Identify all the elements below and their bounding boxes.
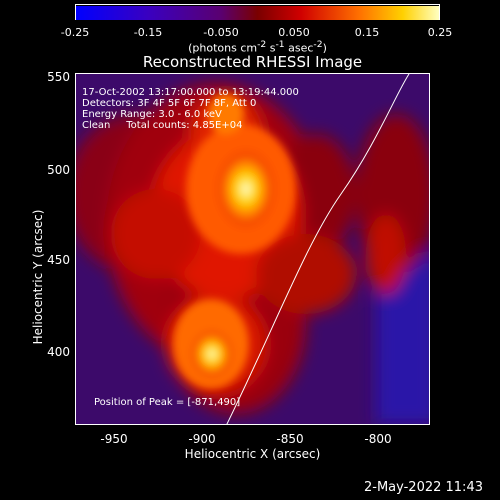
colorbar-gradient — [76, 6, 439, 20]
rhessi-image-plot — [75, 73, 430, 425]
plot-title: Reconstructed RHESSI Image — [142, 53, 363, 71]
colorbar-tick: 0.25 — [427, 26, 453, 39]
colorbar-unit-label: (photons cm-2 s-1 asec-2) — [188, 39, 327, 55]
colorbar-tick: 0.15 — [354, 26, 380, 39]
energy-range-text: Energy Range: 3.0 - 6.0 keV — [82, 109, 222, 120]
date-stamp: 2-May-2022 11:43 — [364, 480, 483, 495]
x-axis-label: Heliocentric X (arcsec) — [184, 447, 321, 461]
detectors-text: Detectors: 3F 4F 5F 6F 7F 8F, Att 0 — [82, 98, 257, 109]
colorbar — [75, 4, 440, 20]
y-axis-label: Heliocentric Y (arcsec) — [31, 209, 45, 345]
peak-position-text: Position of Peak = [-871,490] — [94, 397, 241, 408]
solar-limb-line — [226, 74, 410, 424]
y-tick: 550 — [47, 70, 70, 84]
x-tick: -800 — [364, 432, 392, 446]
y-tick: 400 — [47, 345, 70, 359]
colorbar-tick: 0.050 — [278, 26, 310, 39]
x-tick: -850 — [276, 432, 304, 446]
x-tick: -950 — [100, 432, 128, 446]
y-tick: 450 — [47, 253, 70, 267]
x-tick: -900 — [188, 432, 216, 446]
colorbar-tick: -0.050 — [203, 26, 239, 39]
time-range-text: 17-Oct-2002 13:17:00.000 to 13:19:44.000 — [82, 87, 299, 98]
colorbar-tick: -0.15 — [133, 26, 163, 39]
total-counts-text: Clean Total counts: 4.85E+04 — [82, 120, 243, 131]
rhessi-heatmap — [76, 74, 429, 424]
colorbar-tick: -0.25 — [60, 26, 90, 39]
y-tick: 500 — [47, 163, 70, 177]
